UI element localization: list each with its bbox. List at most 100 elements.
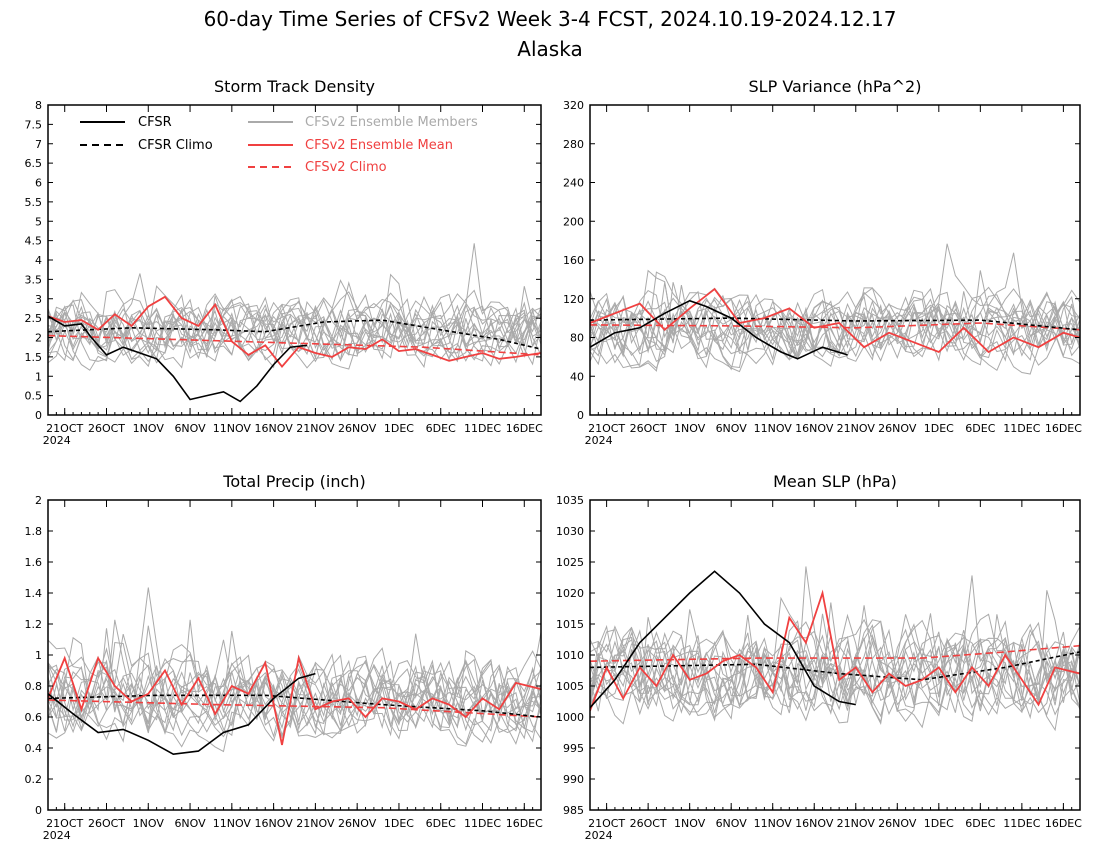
y-tick-label: 0.4	[25, 742, 43, 755]
series-cfsr	[48, 315, 308, 403]
panel-storm-track-density: Storm Track Density 0 0.5 1 1.5 2 2.5 3 3.5 4 4.5 5…	[25, 77, 544, 447]
x-tick-label: 11DEC	[464, 422, 501, 435]
legend-label-cfsv2-climo: CFSv2 Climo	[305, 160, 387, 175]
ensemble-member-line	[48, 285, 541, 362]
x-year-label: 2024	[585, 434, 613, 447]
x-tick-label: 21NOV	[837, 817, 876, 830]
ensemble-member-line	[590, 270, 1080, 365]
x-tick-label: 6DEC	[426, 817, 456, 830]
series-cfsv2-ensemble-mean	[590, 589, 1080, 712]
ensemble-member-line	[590, 618, 1080, 716]
x-year-label: 2024	[43, 434, 71, 447]
plot-frame	[47, 104, 542, 416]
y-tick-label: 0.8	[25, 680, 43, 693]
y-tick-label: 990	[563, 773, 584, 786]
y-tick-label: 5	[35, 215, 42, 228]
y-tick-label: 80	[570, 332, 584, 345]
x-tick-label: 6DEC	[965, 422, 995, 435]
y-tick-label: 1005	[556, 680, 584, 693]
plot-frame	[589, 104, 1081, 416]
plot-area	[48, 243, 541, 403]
y-tick-label: 3.5	[25, 273, 43, 286]
x-tick-label: 1DEC	[924, 817, 954, 830]
y-tick-label: 0	[577, 409, 584, 422]
ensemble-member-line	[590, 282, 1080, 371]
legend-label-members: CFSv2 Ensemble Members	[305, 115, 478, 130]
y-tick-label: 1020	[556, 587, 584, 600]
legend: CFSR CFSR Climo CFSv2 Ensemble Members C…	[80, 115, 478, 175]
y-tick-label: 7	[35, 138, 42, 151]
series-cfsv2-ensemble-mean	[48, 295, 541, 369]
x-tick-label: 1NOV	[674, 817, 706, 830]
legend-label-ens-mean: CFSv2 Ensemble Mean	[305, 138, 453, 153]
ensemble-member-line	[590, 613, 1080, 714]
x-tick-label: 16NOV	[795, 422, 834, 435]
plot-area	[48, 587, 541, 756]
y-tick-label: 1.2	[25, 618, 43, 631]
y-tick-label: 4	[35, 254, 42, 267]
x-tick-label: 11NOV	[213, 817, 252, 830]
ensemble-member-line	[590, 288, 1080, 373]
series-cfsv2-climo	[590, 644, 1080, 662]
ensemble-member-line	[48, 293, 541, 369]
x-tick-label: 16NOV	[795, 817, 834, 830]
ensemble-member-line	[48, 641, 541, 737]
y-tick-label: 1.5	[25, 351, 43, 364]
x-tick-label: 21OCT	[588, 817, 625, 830]
y-tick-label: 7.5	[25, 118, 43, 131]
series-cfsv2-climo	[590, 322, 1080, 331]
x-tick-label: 6NOV	[174, 817, 206, 830]
y-tick-label: 40	[570, 370, 584, 383]
x-tick-label: 1NOV	[133, 817, 165, 830]
panel-title: Total Precip (inch)	[222, 472, 365, 491]
series-cfsr	[590, 299, 848, 360]
x-tick-label: 6NOV	[716, 817, 748, 830]
y-tick-label: 1010	[556, 649, 584, 662]
series-cfsr-climo	[48, 319, 541, 350]
y-tick-label: 1.8	[25, 525, 43, 538]
y-tick-label: 240	[563, 177, 584, 190]
series-cfsr-climo	[48, 694, 541, 718]
x-tick-label: 1DEC	[924, 422, 954, 435]
plot-area	[590, 566, 1080, 732]
ensemble-member-line	[590, 620, 1080, 717]
x-tick-label: 26OCT	[88, 817, 125, 830]
x-tick-label: 1DEC	[384, 817, 414, 830]
x-year-label: 2024	[43, 829, 71, 842]
x-tick-label: 21NOV	[296, 422, 335, 435]
x-tick-label: 11NOV	[754, 817, 793, 830]
y-tick-label: 1030	[556, 525, 584, 538]
x-tick-label: 21NOV	[296, 817, 335, 830]
x-tick-label: 26NOV	[878, 422, 917, 435]
y-tick-label: 1000	[556, 711, 584, 724]
y-tick-label: 0.5	[25, 390, 43, 403]
x-tick-label: 21OCT	[46, 422, 83, 435]
y-tick-label: 200	[563, 215, 584, 228]
ensemble-member-line	[48, 289, 541, 360]
x-tick-label: 16DEC	[506, 817, 543, 830]
x-tick-label: 21NOV	[837, 422, 876, 435]
x-tick-label: 11NOV	[213, 422, 252, 435]
x-tick-label: 11DEC	[464, 817, 501, 830]
y-tick-label: 8	[35, 99, 42, 112]
y-tick-label: 0	[35, 409, 42, 422]
y-tick-label: 120	[563, 293, 584, 306]
ensemble-member-line	[48, 273, 541, 367]
ensemble-member-line	[590, 605, 1080, 722]
ensemble-member-line	[590, 287, 1080, 366]
x-tick-label: 11DEC	[1003, 422, 1040, 435]
y-tick-label: 0	[35, 804, 42, 817]
x-tick-label: 16DEC	[1045, 817, 1082, 830]
y-tick-label: 280	[563, 138, 584, 151]
y-tick-label: 5.5	[25, 196, 43, 209]
x-tick-label: 16DEC	[506, 422, 543, 435]
x-tick-label: 6DEC	[965, 817, 995, 830]
y-tick-label: 1015	[556, 618, 584, 631]
y-tick-label: 2	[35, 332, 42, 345]
panel-mean-slp: Mean SLP (hPa) 985 990 995 1000 1005 1010 1015 1…	[556, 472, 1082, 842]
x-tick-label: 11DEC	[1003, 817, 1040, 830]
y-tick-label: 4.5	[25, 235, 43, 248]
ensemble-member-line	[48, 633, 541, 743]
x-tick-label: 21OCT	[46, 817, 83, 830]
y-tick-label: 160	[563, 254, 584, 267]
